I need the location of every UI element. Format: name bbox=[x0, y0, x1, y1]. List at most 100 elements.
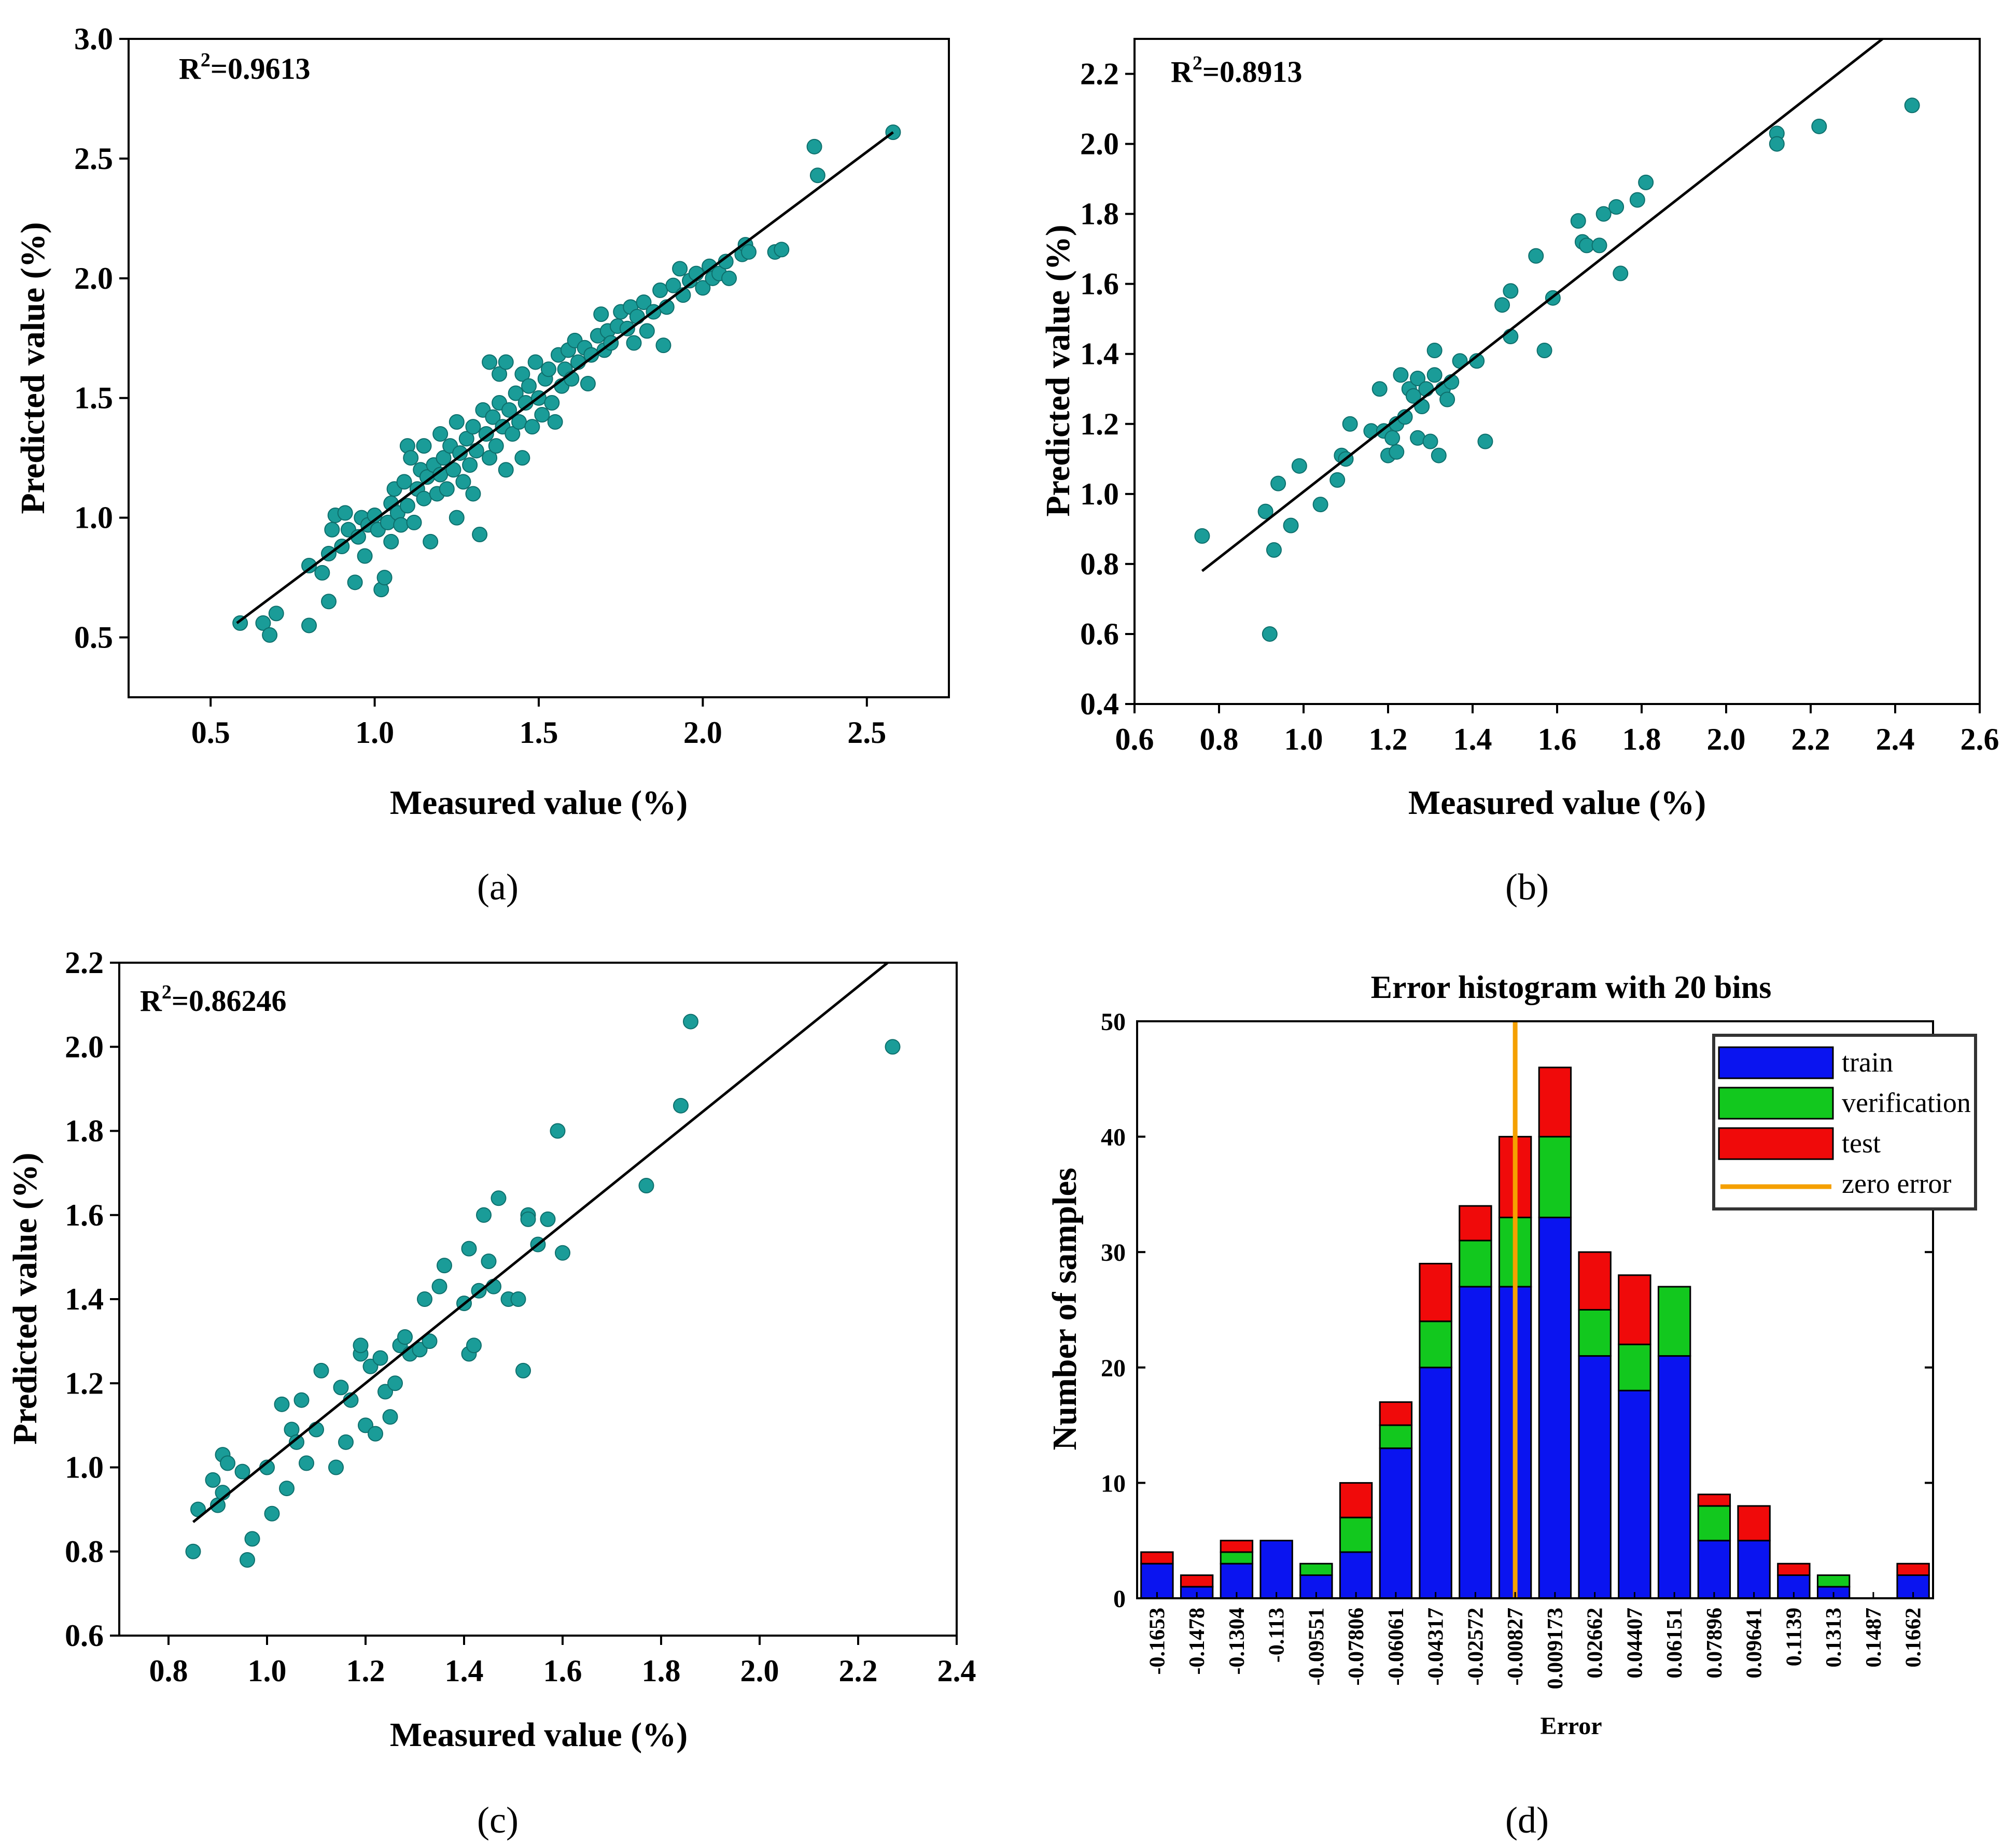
r2-annotation: R2=0.86246 bbox=[140, 981, 286, 1018]
scatter-point bbox=[372, 1350, 388, 1366]
scatter-point bbox=[397, 1329, 413, 1345]
x-tick-label: 2.4 bbox=[937, 1654, 976, 1688]
scatter-point bbox=[185, 1543, 201, 1559]
bar-verification bbox=[1419, 1320, 1452, 1369]
scatter-point bbox=[472, 526, 488, 542]
y-tick-label: 0.8 bbox=[65, 1535, 104, 1569]
y-tick-label: 1.6 bbox=[1080, 267, 1119, 301]
scatter-point bbox=[1342, 416, 1358, 432]
y-axis-title: Predicted value (%) bbox=[14, 222, 52, 514]
y-tick-label: 50 bbox=[1101, 1008, 1126, 1036]
y-tick-label: 1.2 bbox=[1080, 407, 1119, 441]
scatter-point bbox=[636, 294, 652, 310]
scatter-point bbox=[299, 1455, 314, 1471]
scatter-point bbox=[301, 617, 317, 634]
scatter-point bbox=[1384, 430, 1401, 446]
x-tick-label: -0.07806 bbox=[1345, 1608, 1368, 1686]
x-axis-title: Measured value (%) bbox=[1408, 784, 1706, 822]
x-tick-label: 1.2 bbox=[346, 1654, 385, 1688]
bar-test bbox=[1140, 1551, 1174, 1565]
scatter-point bbox=[255, 615, 271, 631]
panel-label: (b) bbox=[1505, 866, 1549, 908]
bar-verification bbox=[1657, 1286, 1691, 1357]
scatter-point bbox=[234, 1463, 250, 1480]
legend: train verification test zero error bbox=[1712, 1034, 1977, 1210]
scatter-point bbox=[885, 1039, 901, 1055]
scatter-point bbox=[416, 438, 432, 454]
x-tick-label: 0.06151 bbox=[1663, 1608, 1687, 1679]
scatter-point bbox=[1410, 371, 1426, 387]
axis-ticks: 0.8 1.0 1.2 1.4 1.6 1.8 2.0 2.2 2.4 0.6 0.8 1.0 1.2 1… bbox=[65, 946, 976, 1688]
x-tick-label: 0.02662 bbox=[1584, 1608, 1607, 1679]
scatter-point bbox=[639, 323, 655, 339]
bar-test bbox=[1419, 1262, 1452, 1322]
x-tick-label: -0.04317 bbox=[1424, 1608, 1448, 1686]
scatter-point bbox=[482, 354, 498, 370]
r2-value: =0.86246 bbox=[172, 984, 287, 1018]
scatter-point bbox=[721, 270, 737, 286]
y-tick-label: 0.4 bbox=[1080, 687, 1119, 721]
scatter-point bbox=[324, 522, 340, 538]
legend-swatch-train bbox=[1718, 1046, 1834, 1079]
scatter-point bbox=[449, 414, 465, 430]
scatter-point bbox=[357, 548, 373, 564]
scatter-point bbox=[806, 138, 822, 154]
scatter-point bbox=[347, 574, 363, 590]
x-tick-label: 0.8 bbox=[149, 1654, 188, 1688]
histogram-bars bbox=[1140, 1066, 1930, 1599]
x-tick-label: 0.1487 bbox=[1862, 1608, 1886, 1668]
scatter-point bbox=[1291, 458, 1307, 474]
scatter-point bbox=[337, 505, 353, 521]
scatter-point bbox=[540, 1211, 556, 1227]
scatter-point bbox=[527, 354, 543, 370]
scatter-point bbox=[468, 443, 484, 459]
x-tick-label: 2.4 bbox=[1876, 722, 1915, 756]
y-tick-label: 0 bbox=[1113, 1585, 1126, 1613]
scatter-point bbox=[508, 385, 524, 401]
legend-label-train: train bbox=[1842, 1047, 1893, 1078]
y-tick-label: 2.5 bbox=[74, 142, 113, 176]
scatter-point bbox=[580, 376, 596, 392]
scatter-point bbox=[262, 627, 278, 643]
scatter-point bbox=[387, 1375, 403, 1391]
scatter-point bbox=[462, 457, 478, 473]
scatter-point bbox=[244, 1531, 260, 1547]
bar-train bbox=[1697, 1540, 1731, 1599]
panel-b-scatter: 0.6 0.8 1.0 1.2 1.4 1.6 1.8 2.0 2.2 2.4 2.60.40.60… bbox=[1039, 38, 1999, 908]
scatter-point bbox=[396, 474, 412, 490]
scatter-point bbox=[274, 1396, 290, 1412]
scatter-point bbox=[406, 514, 422, 530]
scatter-point bbox=[1262, 626, 1278, 642]
scatter-point bbox=[1405, 388, 1421, 404]
y-tick-label: 1.2 bbox=[65, 1366, 104, 1400]
bar-test bbox=[1220, 1540, 1254, 1553]
scatter-point bbox=[1393, 367, 1409, 383]
x-tick-label: 0.09641 bbox=[1743, 1608, 1767, 1679]
r2-value: =0.8913 bbox=[1202, 55, 1303, 89]
x-tick-label: 2.0 bbox=[740, 1654, 779, 1688]
r2-annotation: R2=0.8913 bbox=[1171, 52, 1302, 89]
scatter-point bbox=[268, 606, 284, 622]
y-tick-label: 1.0 bbox=[1080, 477, 1119, 511]
scatter-point bbox=[524, 419, 540, 435]
scatter-point bbox=[1638, 174, 1654, 190]
scatter-point bbox=[1266, 542, 1282, 558]
scatter-point bbox=[774, 242, 790, 258]
scatter-point bbox=[520, 1211, 536, 1227]
bar-train bbox=[1618, 1389, 1651, 1599]
scatter-point bbox=[1591, 237, 1607, 254]
x-axis-title: Measured value (%) bbox=[390, 1716, 688, 1754]
scatter-point bbox=[383, 533, 399, 550]
scatter-point bbox=[412, 1342, 428, 1358]
panel-label: (a) bbox=[477, 866, 519, 908]
r2-base: R bbox=[1171, 55, 1193, 89]
y-tick-label: 10 bbox=[1101, 1470, 1126, 1497]
y-tick-label: 3.0 bbox=[74, 22, 113, 56]
scatter-point bbox=[544, 395, 560, 411]
x-tick-label: 1.2 bbox=[1369, 722, 1408, 756]
bar-test bbox=[1618, 1274, 1651, 1345]
scatter-point bbox=[382, 1409, 398, 1425]
scatter-point bbox=[809, 167, 825, 184]
scatter-point bbox=[403, 450, 419, 466]
scatter-point bbox=[1371, 381, 1388, 397]
